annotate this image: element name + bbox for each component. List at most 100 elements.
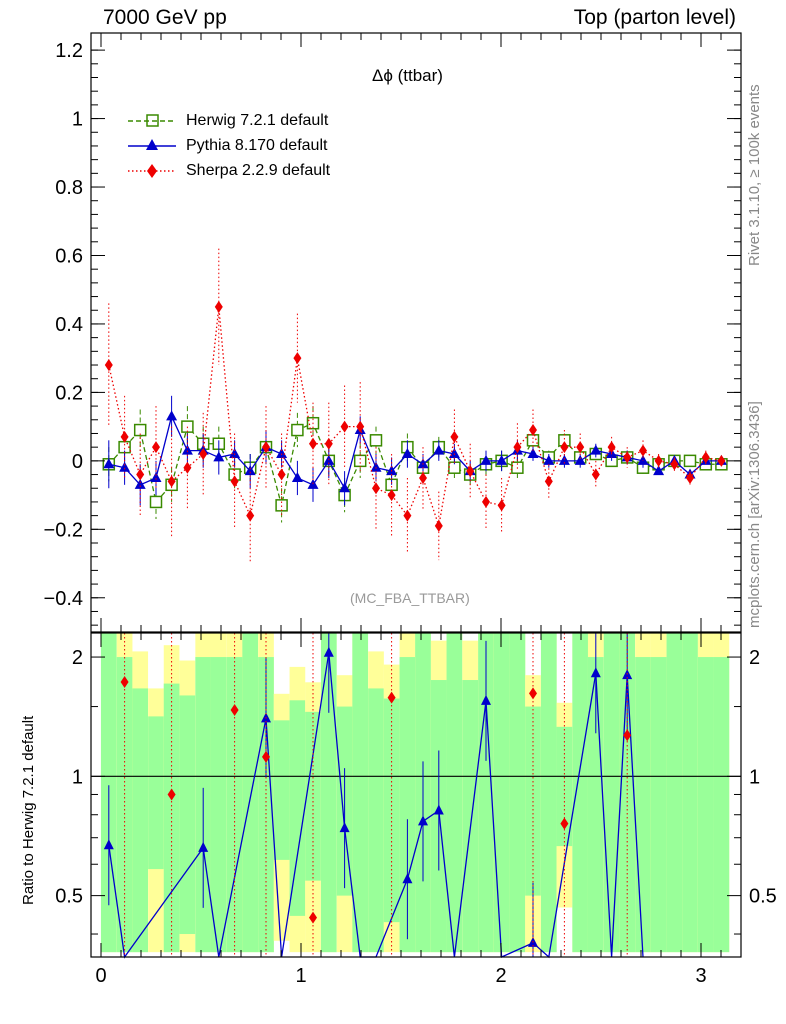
ratio-band-green	[619, 633, 636, 953]
ratio-band-green	[572, 633, 589, 953]
mcplots-reference-label: mcplots.cern.ch [arXiv:1306.3436]	[746, 401, 763, 628]
ratio-band-green	[493, 633, 510, 953]
pythia-legend-marker	[128, 139, 176, 150]
pythia-legend-text: Pythia 8.170 default	[186, 137, 328, 154]
sherpa-point	[576, 441, 585, 454]
main-y-tick-label: 0.4	[55, 314, 83, 336]
pythia-point	[590, 444, 602, 455]
pythia-point	[653, 465, 665, 476]
sherpa-point	[466, 465, 475, 478]
ratio-y-tick-label-right: 2	[749, 647, 760, 669]
ratio-sherpa-point	[309, 911, 317, 924]
ratio-sherpa-point	[120, 676, 129, 689]
pythia-point	[574, 454, 586, 465]
ratio-band-green	[320, 633, 337, 953]
ratio-sherpa-point	[623, 729, 632, 742]
pythia-point	[276, 448, 288, 459]
ratio-band-green	[210, 657, 227, 953]
ratio-sherpa-point	[230, 704, 239, 717]
ratio-band-green	[713, 657, 730, 953]
pythia-point	[496, 454, 508, 465]
ratio-pythia-point	[418, 815, 428, 826]
sherpa-point	[403, 509, 412, 522]
sherpa-point	[104, 359, 113, 372]
sherpa-point	[450, 430, 459, 443]
sherpa-point	[482, 495, 490, 508]
ratio-sherpa-point	[560, 817, 569, 830]
ratio-pythia-point	[590, 667, 601, 678]
pythia-point	[637, 454, 649, 465]
sherpa-point	[654, 454, 663, 467]
sherpa-point	[309, 437, 317, 450]
ratio-y-tick-label: 1	[72, 766, 83, 788]
sherpa-point	[701, 451, 710, 464]
pythia-point	[527, 448, 539, 459]
sherpa-legend-text: Sherpa 2.2.9 default	[186, 162, 331, 179]
ratio-pythia-point	[402, 873, 413, 884]
sherpa-point	[623, 451, 632, 464]
rivet-version-label: Rivet 3.1.10, ≥ 100k events	[746, 84, 763, 266]
sherpa-point	[686, 471, 694, 484]
ratio-band-green	[305, 711, 321, 881]
ratio-band-green	[635, 657, 651, 953]
x-tick-label: 1	[295, 965, 306, 987]
energy-label: 7000 GeV pp	[103, 6, 227, 29]
ratio-y-tick-label: 2	[72, 647, 83, 669]
sherpa-point	[340, 420, 349, 433]
main-y-tick-label: 1.2	[55, 40, 83, 62]
sherpa-point	[214, 300, 223, 313]
ratio-y-tick-label-right: 0.5	[749, 886, 777, 908]
ratio-band-green	[242, 633, 259, 953]
pythia-point	[543, 454, 555, 465]
ratio-band-green	[116, 657, 133, 953]
herwig-point	[291, 423, 304, 437]
sherpa-point	[544, 475, 553, 488]
sherpa-point	[434, 519, 443, 532]
sherpa-point	[152, 441, 160, 454]
main-panel-frame	[90, 32, 742, 633]
ratio-axis-label: Ratio to Herwig 7.2.1 default	[20, 715, 37, 905]
herwig-legend-marker	[128, 114, 176, 127]
ratio-band-green	[478, 633, 494, 953]
sherpa-point	[230, 475, 239, 488]
herwig-legend-text: Herwig 7.2.1 default	[186, 112, 329, 129]
ratio-y-tick-label: 0.5	[55, 886, 83, 908]
sherpa-point	[324, 437, 333, 450]
pythia-point	[339, 482, 351, 493]
pythia-point	[166, 410, 178, 421]
main-y-tick-label: 0.6	[55, 245, 83, 267]
ratio-band-green	[148, 716, 164, 870]
ratio-pythia-point	[339, 822, 350, 833]
pythia-point	[150, 471, 162, 482]
sherpa-point	[639, 444, 647, 457]
sherpa-point	[199, 448, 208, 461]
sherpa-point	[356, 420, 365, 433]
ratio-band-green	[446, 633, 463, 953]
plot-title: Δϕ (ttbar)	[372, 66, 443, 85]
main-y-tick-label: 0	[72, 451, 83, 473]
pythia-point	[229, 448, 241, 459]
sherpa-line	[108, 306, 722, 527]
ratio-band-green	[352, 633, 369, 953]
sherpa-point	[293, 352, 302, 365]
herwig-line	[108, 422, 722, 506]
sherpa-legend-marker	[128, 164, 176, 178]
sherpa-point	[419, 471, 427, 484]
pythia-point	[401, 448, 413, 459]
ratio-pythia-point	[198, 841, 209, 852]
ratio-pythia-line	[108, 652, 644, 959]
ratio-pythia-point	[481, 694, 491, 705]
sherpa-point	[529, 424, 537, 437]
main-y-tick-label: 0.2	[55, 382, 83, 404]
ratio-band-green	[650, 657, 667, 953]
main-y-tick-label: −0.2	[44, 519, 83, 541]
analysis-watermark: (MC_FBA_TTBAR)	[350, 590, 470, 606]
pythia-point	[558, 454, 570, 465]
ratio-band-green	[226, 657, 243, 953]
pythia-point	[119, 461, 131, 472]
ratio-band-green	[697, 657, 714, 953]
ratio-pythia-point	[323, 646, 334, 657]
sherpa-point	[497, 499, 506, 512]
